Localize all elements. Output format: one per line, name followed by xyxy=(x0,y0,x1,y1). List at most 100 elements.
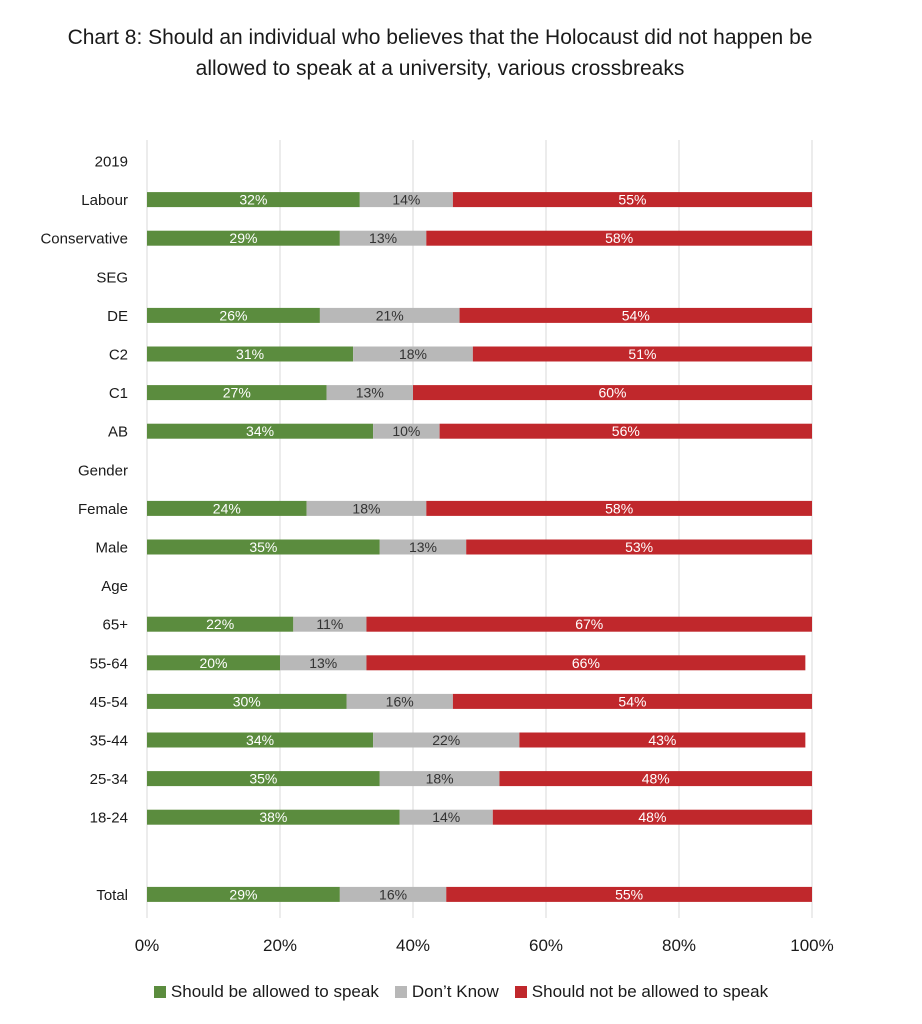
bar-segment-allowed xyxy=(147,230,340,246)
data-label: 66% xyxy=(572,655,600,671)
bar-segment-dont-know xyxy=(379,771,500,787)
data-label: 29% xyxy=(229,230,257,246)
bar-segment-dont-know xyxy=(306,500,427,516)
category-label: Male xyxy=(95,540,128,557)
bar-segment-allowed xyxy=(147,771,380,787)
bar-segment-allowed xyxy=(147,732,374,748)
bar-segment-allowed xyxy=(147,809,400,825)
bar-segment-dont-know xyxy=(373,732,520,748)
bar-segment-dont-know xyxy=(399,809,493,825)
bar-segment-not-allowed xyxy=(366,616,812,632)
data-label: 24% xyxy=(213,500,241,516)
bar-segment-not-allowed xyxy=(452,192,812,208)
data-label: 32% xyxy=(239,192,267,208)
data-label: 27% xyxy=(223,385,251,401)
x-tick-label: 100% xyxy=(790,936,833,955)
data-label: 14% xyxy=(432,809,460,825)
bar-segment-dont-know xyxy=(339,230,427,246)
data-label: 22% xyxy=(432,732,460,748)
category-label: Gender xyxy=(78,462,128,479)
data-label: 22% xyxy=(206,616,234,632)
x-tick-label: 40% xyxy=(396,936,430,955)
data-label: 60% xyxy=(598,385,626,401)
category-label: 35-44 xyxy=(90,733,128,750)
bar-segment-not-allowed xyxy=(472,346,812,362)
data-label: 54% xyxy=(622,307,650,323)
legend-item-allowed: Should be allowed to speak xyxy=(153,982,379,1002)
data-label: 35% xyxy=(249,771,277,787)
data-label: 13% xyxy=(309,655,337,671)
category-label: 25-34 xyxy=(90,771,128,788)
x-tick-label: 80% xyxy=(662,936,696,955)
legend-label-not-allowed: Should not be allowed to speak xyxy=(531,982,769,1001)
legend-label-dont-know: Don’t Know xyxy=(411,982,499,1001)
bar-segment-not-allowed xyxy=(426,500,812,516)
category-label: 45-54 xyxy=(90,694,128,711)
category-label: 18-24 xyxy=(90,810,128,827)
data-label: 18% xyxy=(352,500,380,516)
data-label: 13% xyxy=(369,230,397,246)
x-tick-label: 20% xyxy=(263,936,297,955)
x-tick-label: 60% xyxy=(529,936,563,955)
bar-segment-not-allowed xyxy=(499,771,812,787)
data-label: 58% xyxy=(605,500,633,516)
bar-segment-allowed xyxy=(147,655,280,671)
bar-segment-dont-know xyxy=(359,192,453,208)
bar-segment-dont-know xyxy=(326,385,413,401)
bar-segment-not-allowed xyxy=(413,385,812,401)
legend-swatch-dont-know xyxy=(394,986,407,998)
category-label: 55-64 xyxy=(90,655,128,672)
data-label: 26% xyxy=(219,307,247,323)
bar-segment-allowed xyxy=(147,346,354,362)
data-label: 51% xyxy=(628,346,656,362)
data-label: 16% xyxy=(386,693,414,709)
bar-segment-allowed xyxy=(147,385,327,401)
bar-segment-not-allowed xyxy=(446,886,812,902)
data-label: 54% xyxy=(618,693,646,709)
bar-segment-dont-know xyxy=(379,539,467,555)
bar-segment-allowed xyxy=(147,423,374,439)
bar-segment-allowed xyxy=(147,307,320,323)
data-label: 31% xyxy=(236,346,264,362)
data-label: 10% xyxy=(392,423,420,439)
data-label: 21% xyxy=(376,307,404,323)
bar-segment-allowed xyxy=(147,192,360,208)
category-label: Age xyxy=(101,578,128,595)
data-label: 34% xyxy=(246,732,274,748)
data-label: 16% xyxy=(379,886,407,902)
bar-segment-not-allowed xyxy=(519,732,806,748)
data-label: 48% xyxy=(642,771,670,787)
data-label: 20% xyxy=(199,655,227,671)
data-label: 11% xyxy=(316,616,343,632)
data-label: 38% xyxy=(259,809,287,825)
bar-segment-not-allowed xyxy=(366,655,806,671)
bar-segment-not-allowed xyxy=(459,307,812,323)
data-label: 13% xyxy=(356,385,384,401)
chart-plot: 0% 20% 40% 60% 80% 100% 2019 Labour 32% 14% 55% Con… xyxy=(40,140,834,955)
data-label: 58% xyxy=(605,230,633,246)
category-label: Total xyxy=(96,887,128,904)
chart-legend: Should be allowed to speak Don’t Know Sh… xyxy=(0,982,922,1002)
legend-swatch-allowed xyxy=(153,986,166,998)
category-label: Female xyxy=(78,501,128,518)
data-label: 56% xyxy=(612,423,640,439)
category-label: Labour xyxy=(81,192,128,209)
data-label: 55% xyxy=(618,192,646,208)
data-label: 18% xyxy=(426,771,454,787)
data-label: 67% xyxy=(575,616,603,632)
bar-segment-not-allowed xyxy=(492,809,812,825)
bar-segment-allowed xyxy=(147,886,340,902)
data-label: 55% xyxy=(615,886,643,902)
bar-segment-dont-know xyxy=(293,616,367,632)
legend-item-not-allowed: Should not be allowed to speak xyxy=(514,982,769,1002)
category-label: 2019 xyxy=(95,154,128,171)
bar-segment-not-allowed xyxy=(426,230,812,246)
data-label: 29% xyxy=(229,886,257,902)
x-tick-label: 0% xyxy=(135,936,160,955)
category-label: SEG xyxy=(96,269,128,286)
category-label: Conservative xyxy=(40,231,128,248)
bar-segment-allowed xyxy=(147,539,380,555)
bar-segment-dont-know xyxy=(339,886,447,902)
data-label: 18% xyxy=(399,346,427,362)
category-label: 65+ xyxy=(103,617,129,634)
